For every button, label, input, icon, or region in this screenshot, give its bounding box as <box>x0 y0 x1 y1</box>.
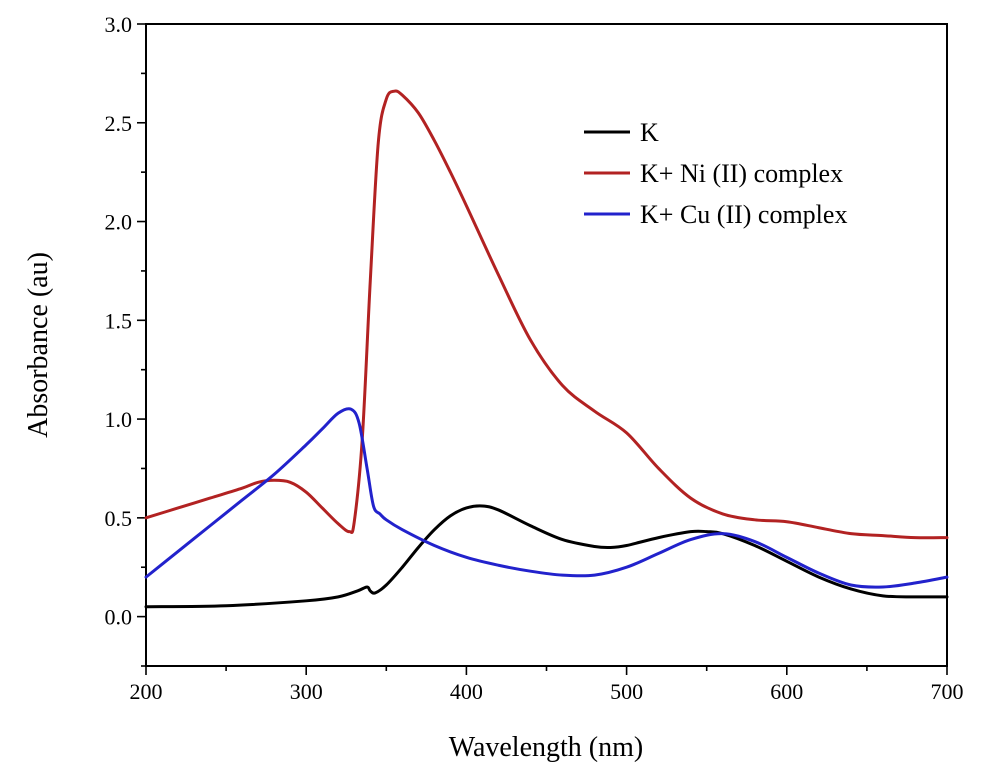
x-tick-label: 500 <box>610 679 643 704</box>
x-tick-label: 300 <box>290 679 323 704</box>
legend-label-1: K+ Ni (II) complex <box>640 159 843 188</box>
y-axis-title: Absorbance (au) <box>23 252 54 438</box>
y-tick-label: 1.0 <box>105 407 133 432</box>
x-axis-title: Wavelength (nm) <box>449 732 643 763</box>
x-tick-label: 200 <box>130 679 163 704</box>
y-axis: 0.0 0.5 1.0 1.5 2.0 2.5 3.0 <box>105 12 146 667</box>
y-tick-label: 1.5 <box>105 308 133 333</box>
x-axis: 200 300 400 500 600 700 <box>130 666 964 704</box>
series-line-2 <box>144 407 949 589</box>
legend: K K+ Ni (II) complex K+ Cu (II) complex <box>584 118 847 229</box>
y-tick-label: 2.5 <box>105 111 133 136</box>
y-tick-label: 0.5 <box>105 506 133 531</box>
legend-label-0: K <box>640 118 659 147</box>
legend-label-2: K+ Cu (II) complex <box>640 200 847 229</box>
series-line-0 <box>144 504 949 609</box>
x-tick-label: 400 <box>450 679 483 704</box>
plot-frame <box>145 23 948 667</box>
series-line-1 <box>144 89 949 540</box>
series-layer <box>144 89 949 609</box>
y-tick-label: 3.0 <box>105 12 133 37</box>
x-tick-label: 700 <box>931 679 964 704</box>
y-tick-label: 2.0 <box>105 210 133 235</box>
x-tick-label: 600 <box>770 679 803 704</box>
y-tick-label: 0.0 <box>105 605 133 630</box>
